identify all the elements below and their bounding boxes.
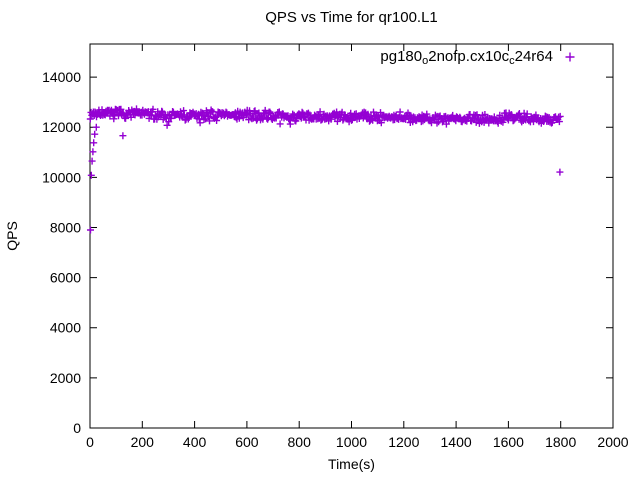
x-axis-label: Time(s) [328,456,375,472]
legend-plus-marker-icon [565,52,575,62]
y-axis-label: QPS [4,221,20,251]
x-tick-label: 1000 [336,434,367,450]
x-tick-label: 1800 [545,434,576,450]
axis-tick-labels: 0 200 400 600 800 1000 1200 1400 1600 1800 2000 0 20… [42,69,629,450]
x-tick-label: 2000 [597,434,628,450]
x-tick-label: 1200 [388,434,419,450]
y-tick-label: 14000 [42,69,81,85]
axis-ticks [89,44,614,429]
y-tick-label: 10000 [42,169,81,185]
y-tick-label: 8000 [50,219,81,235]
x-tick-label: 200 [131,434,155,450]
x-tick-label: 1600 [493,434,524,450]
plot-border [89,43,614,429]
x-tick-label: 800 [288,434,312,450]
y-tick-label: 2000 [50,370,81,386]
y-tick-label: 0 [73,420,81,436]
chart-title: QPS vs Time for qr100.L1 [265,9,438,26]
x-tick-label: 1400 [441,434,472,450]
x-tick-label: 400 [183,434,207,450]
scatter-plus-markers [86,105,564,234]
y-tick-label: 12000 [42,119,81,135]
y-tick-label: 6000 [50,270,81,286]
y-tick-label: 4000 [50,320,81,336]
legend: pg180o2nofp.cx10cc24r64 [380,48,575,67]
data-points-series [86,105,564,234]
x-tick-label: 0 [86,434,94,450]
x-tick-label: 600 [235,434,259,450]
legend-series-label: pg180o2nofp.cx10cc24r64 [380,48,553,67]
